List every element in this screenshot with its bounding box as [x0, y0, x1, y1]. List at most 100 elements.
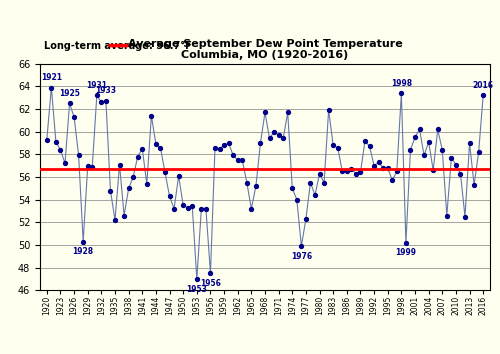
Point [43, 137, 51, 142]
Point [252, 183, 260, 189]
Point [474, 149, 482, 155]
Point [479, 93, 487, 98]
Point [111, 217, 119, 223]
Point [152, 141, 160, 147]
Point [243, 180, 251, 185]
Point [202, 206, 210, 212]
Point [161, 170, 169, 175]
Text: Long-term average: 56.7°F: Long-term average: 56.7°F [44, 41, 192, 51]
Text: 1933: 1933 [96, 86, 116, 96]
Point [302, 216, 310, 222]
Point [256, 140, 264, 146]
Point [343, 169, 351, 174]
Text: 1999: 1999 [396, 249, 416, 257]
Point [120, 213, 128, 218]
Text: 1998: 1998 [391, 79, 412, 87]
Point [229, 153, 237, 158]
Point [284, 110, 292, 115]
Point [438, 147, 446, 153]
Point [370, 163, 378, 169]
Point [61, 161, 69, 166]
Text: 1931: 1931 [86, 81, 108, 90]
Text: 1956: 1956 [200, 279, 221, 288]
Text: 1953: 1953 [186, 285, 208, 293]
Point [216, 146, 224, 152]
Point [298, 243, 306, 249]
Text: 1921: 1921 [41, 73, 62, 82]
Point [311, 192, 319, 198]
Point [198, 206, 205, 212]
Point [116, 162, 124, 167]
Point [306, 180, 314, 185]
Point [452, 162, 460, 167]
Point [84, 163, 92, 169]
Point [443, 213, 451, 218]
Point [384, 165, 392, 171]
Point [338, 169, 346, 174]
Point [70, 114, 78, 120]
Point [211, 145, 219, 150]
Point [79, 239, 87, 244]
Point [329, 142, 337, 148]
Point [129, 174, 137, 180]
Point [170, 206, 178, 212]
Point [261, 110, 269, 115]
Point [184, 205, 192, 210]
Point [274, 132, 282, 138]
Point [406, 147, 414, 153]
Point [224, 140, 232, 146]
Point [429, 167, 437, 173]
Point [74, 153, 82, 158]
Point [279, 136, 287, 141]
Point [361, 138, 369, 144]
Point [166, 193, 173, 199]
Point [88, 164, 96, 170]
Point [156, 145, 164, 150]
Point [124, 185, 132, 191]
Point [316, 171, 324, 176]
Point [466, 140, 473, 146]
Point [143, 181, 151, 187]
Point [416, 127, 424, 132]
Point [248, 206, 256, 212]
Point [188, 204, 196, 209]
Point [402, 240, 410, 246]
Point [434, 127, 442, 132]
Point [379, 165, 387, 171]
Point [56, 147, 64, 153]
Point [238, 157, 246, 163]
Point [461, 214, 469, 219]
Point [398, 90, 406, 96]
Point [424, 139, 432, 145]
Title: Average September Dew Point Temperature
Columbia, MO (1920-2016): Average September Dew Point Temperature … [128, 39, 402, 60]
Point [270, 129, 278, 135]
Point [220, 142, 228, 148]
Point [102, 98, 110, 104]
Point [234, 157, 241, 163]
Point [352, 171, 360, 176]
Point [52, 139, 60, 145]
Point [66, 101, 74, 106]
Point [93, 93, 101, 98]
Point [456, 171, 464, 176]
Point [179, 202, 187, 208]
Point [134, 154, 141, 159]
Text: 1925: 1925 [59, 89, 80, 98]
Text: 1928: 1928 [72, 247, 94, 256]
Text: 2016: 2016 [472, 81, 494, 90]
Point [388, 178, 396, 183]
Point [293, 197, 301, 202]
Point [470, 182, 478, 188]
Point [324, 107, 332, 113]
Point [48, 85, 56, 90]
Point [448, 155, 456, 161]
Point [393, 169, 401, 174]
Point [334, 145, 342, 150]
Point [138, 146, 146, 152]
Point [193, 276, 201, 282]
Point [356, 170, 364, 175]
Point [266, 136, 274, 141]
Point [288, 185, 296, 191]
Text: 1976: 1976 [291, 252, 312, 261]
Point [106, 188, 114, 193]
